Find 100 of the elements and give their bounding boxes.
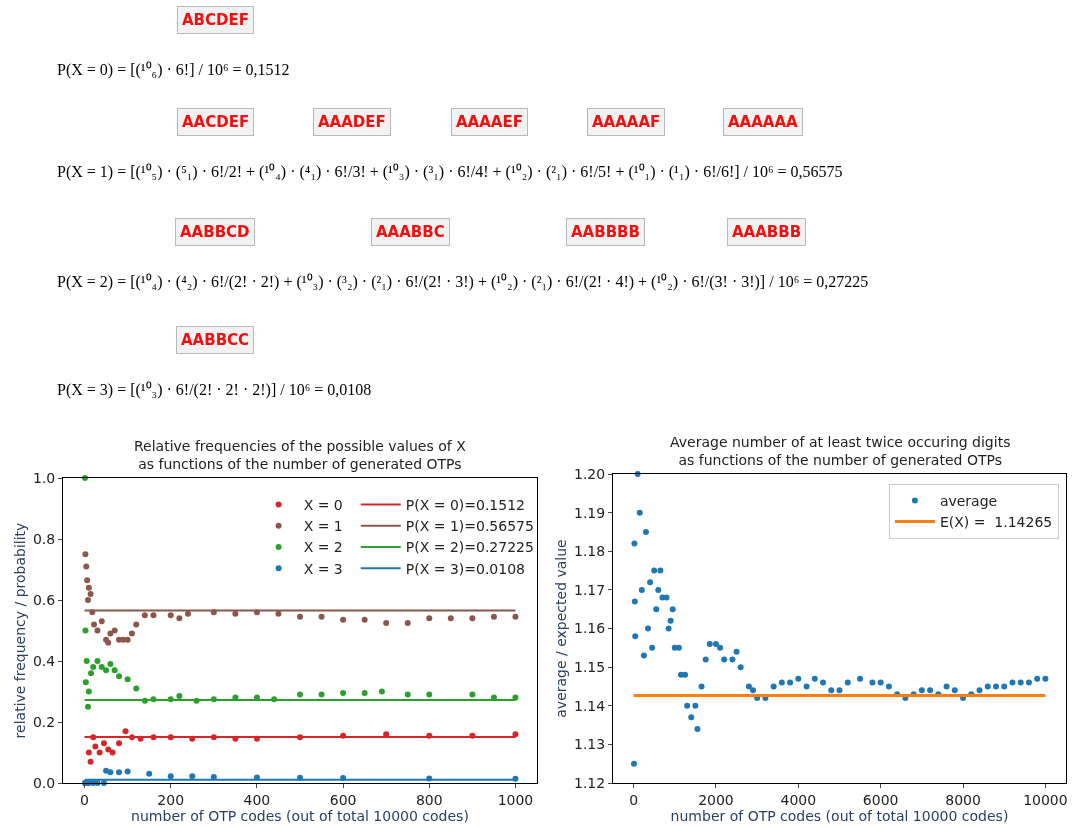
text: P(X = 0) = [(¹⁰₆) · 6!] / 10⁶ = 0,1512 xyxy=(57,61,290,79)
point xyxy=(128,630,135,637)
point xyxy=(340,690,347,697)
text: P(X = 1) = [(¹⁰₅) · (⁵₁) · 6!/2! + (¹⁰₄) · (⁴₁) · 6!/3! + (¹⁰₃) · (³₁) · 6!/4! + (¹⁰₂) · (²₁) · 6!/5! + (¹⁰₁) · (¹₁) · 6!/6!] / 10⁶ = 0,56575 xyxy=(57,163,843,181)
y-tick-label: 1.18 xyxy=(574,543,606,560)
chart-title: Average number of at least twice occuring digits as functions of the number of generated OTPs xyxy=(670,434,1011,469)
point xyxy=(124,676,131,683)
point xyxy=(82,679,89,686)
point xyxy=(490,613,497,620)
y-tick-label: 1.19 xyxy=(574,504,606,521)
point xyxy=(107,661,114,668)
point xyxy=(512,731,519,738)
point xyxy=(404,691,411,698)
y-tick-label: 0.8 xyxy=(32,530,56,547)
x-tick-label: 600 xyxy=(329,791,357,808)
text: AAAAEF xyxy=(456,113,523,131)
point xyxy=(189,773,196,780)
point xyxy=(92,743,99,750)
legend-label: X = 0 xyxy=(303,496,343,513)
text: AAAAAF xyxy=(592,113,661,131)
legend-label: P(X = 3)=0.0108 xyxy=(405,560,525,577)
point xyxy=(88,670,95,677)
point xyxy=(105,746,112,753)
point xyxy=(103,667,110,674)
point xyxy=(150,612,157,619)
point xyxy=(318,613,325,620)
point xyxy=(361,690,368,697)
legend-label: X = 1 xyxy=(303,518,343,535)
point xyxy=(94,627,101,634)
y-tick-label: 1.20 xyxy=(574,465,606,482)
text: AABBCD xyxy=(180,223,250,241)
point xyxy=(124,768,131,775)
point xyxy=(111,627,118,634)
point xyxy=(111,667,118,674)
point xyxy=(210,773,217,780)
point xyxy=(98,664,105,671)
point xyxy=(87,590,94,597)
y-tick-label: 1.14 xyxy=(574,697,606,714)
point xyxy=(84,577,91,584)
point xyxy=(426,615,433,622)
point xyxy=(133,685,140,692)
point xyxy=(141,612,148,619)
legend-label: P(X = 0)=0.1512 xyxy=(405,496,525,513)
point xyxy=(469,615,476,622)
point xyxy=(87,758,94,765)
y-tick-label: 0.6 xyxy=(32,591,56,608)
point xyxy=(184,610,191,617)
point xyxy=(84,703,91,710)
x-tick-label: 8000 xyxy=(945,791,981,808)
chart-title: Relative frequencies of the possible values of X as functions of the number of generated OTPs xyxy=(134,438,467,473)
x-tick-label: 400 xyxy=(243,791,271,808)
legend-label: average xyxy=(939,492,998,509)
text: AAABBC xyxy=(376,223,445,241)
point xyxy=(82,627,89,634)
x-tick-label: 800 xyxy=(415,791,443,808)
point xyxy=(100,740,107,747)
legend-label: X = 2 xyxy=(303,539,343,556)
y-tick-label: 0.0 xyxy=(32,774,56,791)
text: P(X = 3) = [(¹⁰₃) · 6!/(2! · 2! · 2!)] / 10⁶ = 0,0108 xyxy=(57,381,372,399)
text: AAADEF xyxy=(318,113,386,131)
point xyxy=(96,749,103,756)
point xyxy=(81,475,88,481)
point xyxy=(107,769,114,776)
x-tick-label: 6000 xyxy=(862,791,899,808)
point xyxy=(176,615,183,622)
point xyxy=(85,688,92,695)
legend-label: E(X) = 1.14265 xyxy=(939,514,1053,531)
point xyxy=(512,613,519,620)
y-tick-label: 1.12 xyxy=(574,774,606,791)
point xyxy=(383,619,390,626)
y-axis-title: relative frequency / probability xyxy=(11,522,28,739)
x-tick-label: 0 xyxy=(80,791,90,808)
point xyxy=(361,616,368,623)
point xyxy=(297,691,303,698)
point xyxy=(82,551,89,558)
text: AAAAAA xyxy=(728,113,799,131)
point xyxy=(176,693,183,700)
point xyxy=(275,610,282,617)
y-tick-label: 0.4 xyxy=(32,652,56,669)
point xyxy=(232,610,239,617)
point xyxy=(340,616,347,623)
x-tick-label: 1000 xyxy=(497,791,534,808)
text: AACDEF xyxy=(182,113,250,131)
legend-label: P(X = 2)=0.27225 xyxy=(405,539,534,556)
point xyxy=(426,691,433,698)
point xyxy=(297,613,303,620)
text: AABBBB xyxy=(571,223,640,241)
point xyxy=(94,658,101,664)
point xyxy=(146,770,153,777)
point xyxy=(122,728,129,735)
text: AABBCC xyxy=(181,331,250,349)
y-tick-label: 1.15 xyxy=(574,659,606,676)
point xyxy=(133,621,140,628)
point xyxy=(404,619,411,626)
point xyxy=(109,749,116,756)
point xyxy=(116,769,123,776)
point xyxy=(378,688,385,695)
text: ABCDEF xyxy=(182,11,249,29)
y-tick-label: 1.16 xyxy=(574,620,606,637)
point xyxy=(90,664,97,671)
